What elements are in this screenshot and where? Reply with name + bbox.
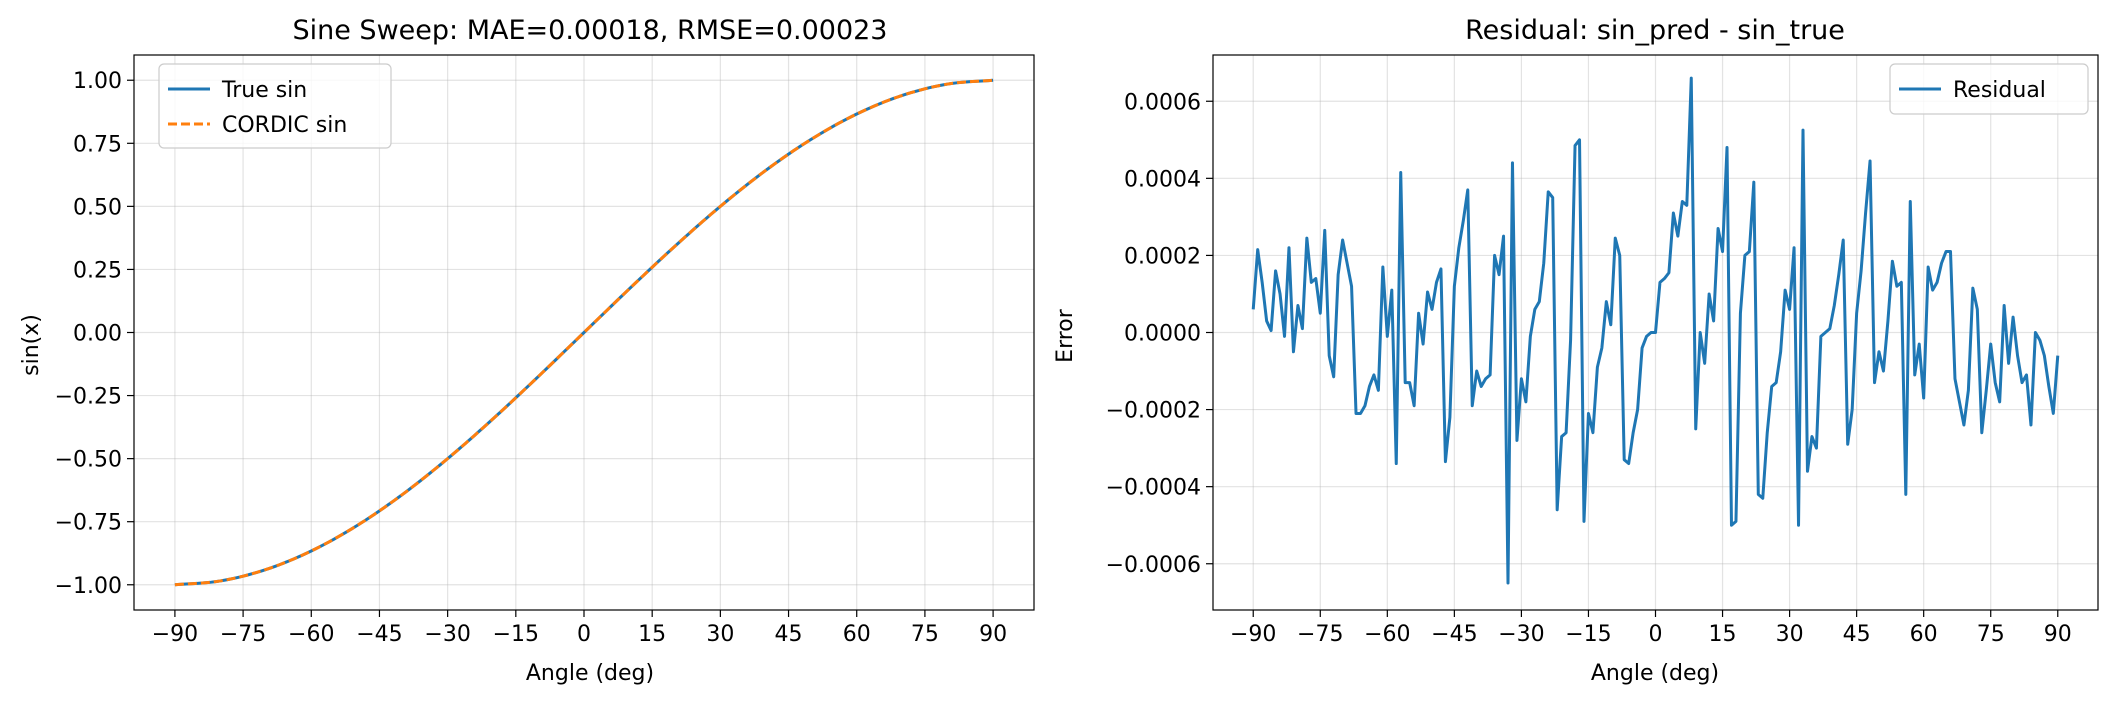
x-axis-label: Angle (deg) <box>526 661 654 686</box>
y-tick-label: 0.25 <box>73 258 122 283</box>
x-tick-label: 75 <box>1977 622 2005 647</box>
x-tick-label: 30 <box>706 622 734 647</box>
y-tick-label: 1.00 <box>73 69 122 94</box>
x-tick-label: −90 <box>152 622 198 647</box>
legend-label-residual: Residual <box>1953 78 2046 103</box>
x-tick-label: −75 <box>1297 622 1343 647</box>
x-tick-label: 60 <box>843 622 871 647</box>
y-tick-label: 0.0004 <box>1124 167 1201 192</box>
y-tick-label: 0.75 <box>73 132 122 157</box>
y-axis-label: Error <box>1053 308 1078 363</box>
chart-title: Sine Sweep: MAE=0.00018, RMSE=0.00023 <box>292 15 887 46</box>
x-tick-label: 15 <box>638 622 666 647</box>
y-tick-label: −0.25 <box>55 385 122 410</box>
series-line-residual <box>1251 76 2060 585</box>
plot-area <box>174 78 994 587</box>
y-tick-label: −1.00 <box>55 574 122 599</box>
x-tick-label: −45 <box>1431 622 1477 647</box>
y-tick-label: −0.0002 <box>1106 399 1201 424</box>
x-tick-label: −60 <box>1364 622 1410 647</box>
x-tick-label: −15 <box>493 622 539 647</box>
y-tick-label: 0.0002 <box>1124 244 1201 269</box>
series-line-true-sin <box>174 78 994 587</box>
x-tick-label: 45 <box>1843 622 1871 647</box>
x-tick-label: −30 <box>1498 622 1544 647</box>
legend-box <box>1889 63 2089 115</box>
y-tick-label: 0.0006 <box>1124 90 1201 115</box>
x-tick-label: −30 <box>424 622 470 647</box>
x-tick-label: 15 <box>1709 622 1737 647</box>
chart-title: Residual: sin_pred - sin_true <box>1465 15 1845 46</box>
plot-area <box>1251 76 2060 585</box>
y-axis-ticks: −0.0006 −0.0004 −0.0002 0.0000 0.0002 0.0004 0… <box>1106 90 1213 578</box>
x-axis-ticks: −90 −75 −60 −45 −30 −15 0 15 30 45 60 75 90 <box>152 610 1007 647</box>
y-tick-label: −0.0004 <box>1106 476 1201 501</box>
legend-box <box>158 63 392 149</box>
chart-residual: Residual: sin_pred - sin_true Angle (deg… <box>1053 15 2099 686</box>
y-axis-ticks: −1.00 −0.75 −0.50 −0.25 0.00 0.25 0.50 0.75 1.00 <box>55 69 134 599</box>
x-tick-label: 0 <box>1649 622 1663 647</box>
y-tick-label: 0.00 <box>73 322 122 347</box>
x-tick-label: −15 <box>1565 622 1611 647</box>
x-tick-label: −90 <box>1230 622 1276 647</box>
y-tick-label: 0.0000 <box>1124 322 1201 347</box>
x-tick-label: 90 <box>2044 622 2072 647</box>
grid <box>134 55 1034 610</box>
x-tick-label: 60 <box>1910 622 1938 647</box>
x-axis-ticks: −90 −75 −60 −45 −30 −15 0 15 30 45 60 75 90 <box>1230 610 2072 647</box>
x-tick-label: 30 <box>1776 622 1804 647</box>
chart-sine-sweep: Sine Sweep: MAE=0.00018, RMSE=0.00023 An… <box>19 15 1035 686</box>
y-tick-label: 0.50 <box>73 195 122 220</box>
legend: Residual <box>1889 63 2089 115</box>
x-tick-label: 45 <box>775 622 803 647</box>
x-tick-label: −60 <box>288 622 334 647</box>
y-tick-label: −0.0006 <box>1106 553 1201 578</box>
x-axis-label: Angle (deg) <box>1591 661 1719 686</box>
y-tick-label: −0.75 <box>55 511 122 536</box>
legend: True sin CORDIC sin <box>158 63 392 149</box>
x-tick-label: 0 <box>577 622 591 647</box>
legend-label-true-sin: True sin <box>221 78 307 103</box>
y-axis-label: sin(x) <box>19 314 44 376</box>
x-tick-label: 90 <box>979 622 1007 647</box>
x-tick-label: 75 <box>911 622 939 647</box>
x-tick-label: −45 <box>356 622 402 647</box>
legend-label-cordic-sin: CORDIC sin <box>222 113 347 138</box>
y-tick-label: −0.50 <box>55 448 122 473</box>
x-tick-label: −75 <box>220 622 266 647</box>
